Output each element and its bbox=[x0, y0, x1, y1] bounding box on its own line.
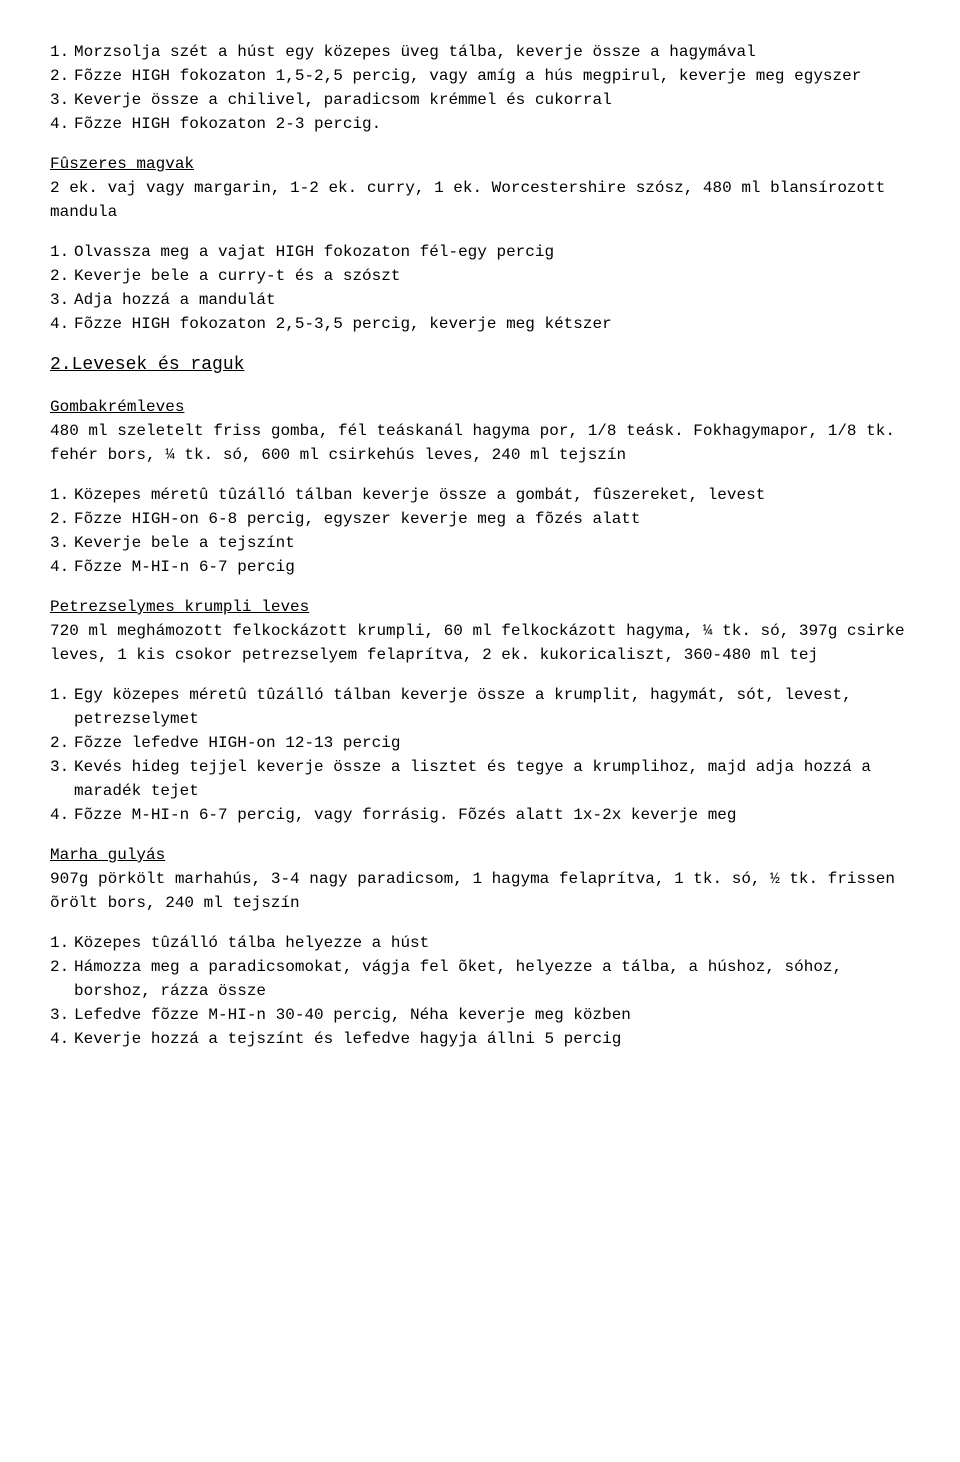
section-heading-levesek: 2.Levesek és raguk bbox=[50, 352, 910, 379]
list-text: Keverje össze a chilivel, paradicsom kré… bbox=[74, 88, 910, 112]
recipe-gombakremleves: Gombakrémleves 480 ml szeletelt friss go… bbox=[50, 395, 910, 467]
list-number: 4. bbox=[50, 312, 69, 336]
recipe-title: Petrezselymes krumpli leves bbox=[50, 598, 309, 616]
recipe-petrezselymes-krumpli: Petrezselymes krumpli leves 720 ml meghá… bbox=[50, 595, 910, 667]
recipe-marha-gulyas: Marha gulyás 907g pörkölt marhahús, 3-4 … bbox=[50, 843, 910, 915]
list-number: 1. bbox=[50, 40, 69, 64]
recipe-title: Marha gulyás bbox=[50, 846, 165, 864]
list-number: 2. bbox=[50, 955, 69, 1003]
recipe-steps-1: 1.Morzsolja szét a húst egy közepes üveg… bbox=[50, 40, 910, 136]
list-number: 4. bbox=[50, 112, 69, 136]
list-text: Hámozza meg a paradicsomokat, vágja fel … bbox=[74, 955, 910, 1003]
ingredients-text: 2 ek. vaj vagy margarin, 1-2 ek. curry, … bbox=[50, 179, 885, 221]
list-text: Keverje bele a tejszínt bbox=[74, 531, 910, 555]
list-text: Keverje bele a curry-t és a szószt bbox=[74, 264, 910, 288]
list-text: Morzsolja szét a húst egy közepes üveg t… bbox=[74, 40, 910, 64]
ingredients-text: 907g pörkölt marhahús, 3-4 nagy paradics… bbox=[50, 870, 895, 912]
list-text: Kevés hideg tejjel keverje össze a liszt… bbox=[74, 755, 910, 803]
recipe-title: Gombakrémleves bbox=[50, 398, 184, 416]
recipe-fuszeres-magvak: Fûszeres magvak 2 ek. vaj vagy margarin,… bbox=[50, 152, 910, 224]
list-number: 3. bbox=[50, 531, 69, 555]
list-text: Fõzze HIGH-on 6-8 percig, egyszer keverj… bbox=[74, 507, 910, 531]
list-number: 2. bbox=[50, 264, 69, 288]
list-number: 3. bbox=[50, 755, 69, 803]
list-text: Adja hozzá a mandulát bbox=[74, 288, 910, 312]
list-text: Fõzze HIGH fokozaton 2,5-3,5 percig, kev… bbox=[74, 312, 910, 336]
list-number: 4. bbox=[50, 803, 69, 827]
list-text: Olvassza meg a vajat HIGH fokozaton fél-… bbox=[74, 240, 910, 264]
list-number: 2. bbox=[50, 507, 69, 531]
recipe-steps-fuszeres: 1.Olvassza meg a vajat HIGH fokozaton fé… bbox=[50, 240, 910, 336]
list-text: Keverje hozzá a tejszínt és lefedve hagy… bbox=[74, 1027, 910, 1051]
list-number: 2. bbox=[50, 731, 69, 755]
list-number: 3. bbox=[50, 88, 69, 112]
ingredients-text: 720 ml meghámozott felkockázott krumpli,… bbox=[50, 622, 905, 664]
ingredients-text: 480 ml szeletelt friss gomba, fél teáska… bbox=[50, 422, 895, 464]
list-text: Közepes méretû tûzálló tálban keverje ös… bbox=[74, 483, 910, 507]
list-number: 1. bbox=[50, 931, 69, 955]
list-text: Fõzze HIGH fokozaton 2-3 percig. bbox=[74, 112, 910, 136]
recipe-steps-marha: 1.Közepes tûzálló tálba helyezze a húst … bbox=[50, 931, 910, 1051]
list-number: 4. bbox=[50, 555, 69, 579]
list-number: 3. bbox=[50, 1003, 69, 1027]
list-text: Lefedve fõzze M-HI-n 30-40 percig, Néha … bbox=[74, 1003, 910, 1027]
list-number: 2. bbox=[50, 64, 69, 88]
recipe-title: Fûszeres magvak bbox=[50, 155, 194, 173]
recipe-steps-petr: 1.Egy közepes méretû tûzálló tálban keve… bbox=[50, 683, 910, 827]
list-number: 1. bbox=[50, 483, 69, 507]
list-number: 3. bbox=[50, 288, 69, 312]
list-text: Fõzze M-HI-n 6-7 percig bbox=[74, 555, 910, 579]
list-text: Közepes tûzálló tálba helyezze a húst bbox=[74, 931, 910, 955]
list-text: Fõzze HIGH fokozaton 1,5-2,5 percig, vag… bbox=[74, 64, 910, 88]
list-text: Fõzze lefedve HIGH-on 12-13 percig bbox=[74, 731, 910, 755]
list-text: Fõzze M-HI-n 6-7 percig, vagy forrásig. … bbox=[74, 803, 910, 827]
list-text: Egy közepes méretû tûzálló tálban keverj… bbox=[74, 683, 910, 731]
list-number: 1. bbox=[50, 683, 69, 731]
list-number: 1. bbox=[50, 240, 69, 264]
list-number: 4. bbox=[50, 1027, 69, 1051]
section-heading-text: 2.Levesek és raguk bbox=[50, 355, 244, 375]
recipe-steps-gomba: 1.Közepes méretû tûzálló tálban keverje … bbox=[50, 483, 910, 579]
